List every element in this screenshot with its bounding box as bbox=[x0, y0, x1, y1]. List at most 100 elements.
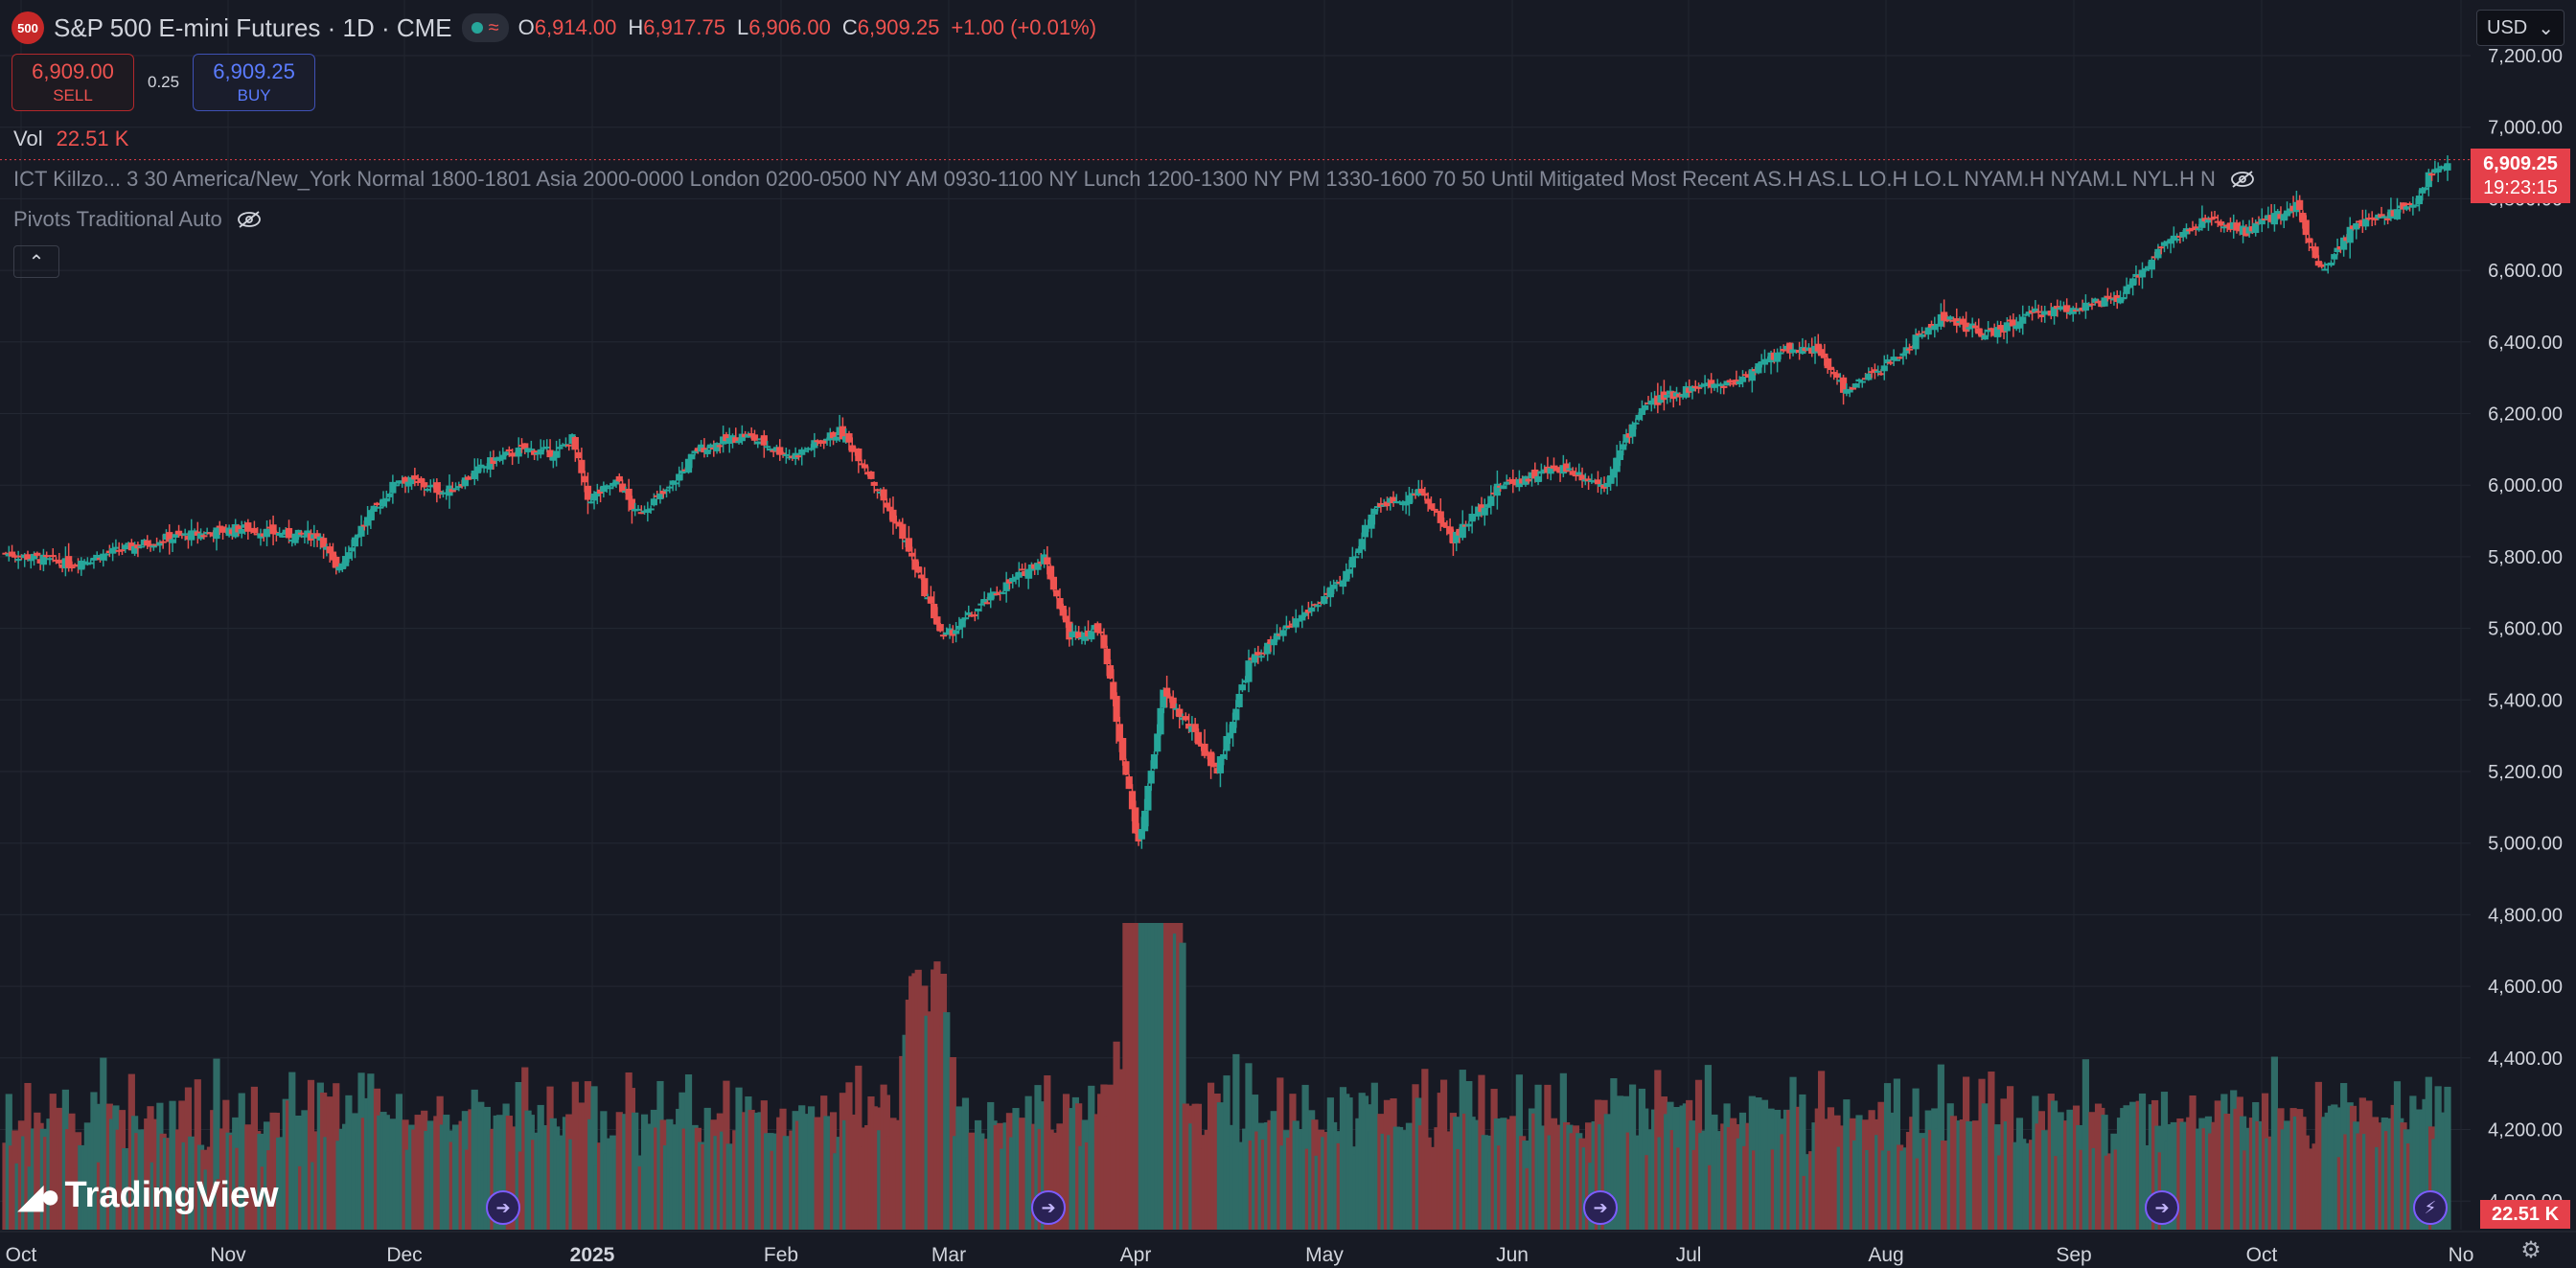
time-tick-label: May bbox=[1305, 1244, 1344, 1266]
candle-body bbox=[1417, 488, 1426, 494]
candle-body bbox=[348, 547, 356, 552]
symbol-title[interactable]: S&P 500 E-mini Futures · 1D · CME bbox=[54, 12, 452, 42]
candle-body bbox=[2170, 235, 2177, 240]
candle-body bbox=[820, 440, 828, 444]
candle-body bbox=[870, 481, 878, 486]
candle-body bbox=[1446, 526, 1454, 535]
candle-body bbox=[1620, 444, 1627, 450]
candle-body bbox=[980, 599, 988, 604]
time-tick-label: 2025 bbox=[570, 1244, 615, 1266]
candle-body bbox=[8, 551, 16, 557]
candle-body bbox=[515, 448, 522, 457]
candle-body bbox=[156, 542, 164, 546]
gear-icon[interactable]: ⚙ bbox=[2520, 1237, 2542, 1263]
candle-body bbox=[713, 443, 721, 451]
candle-body bbox=[103, 553, 110, 556]
candle-body bbox=[2015, 321, 2024, 329]
dividend-event-icon[interactable]: ➔ bbox=[2145, 1190, 2179, 1225]
candle-body bbox=[1160, 689, 1167, 708]
candle-body bbox=[2057, 307, 2064, 311]
candle-body bbox=[1638, 407, 1646, 415]
candle-body bbox=[1119, 738, 1127, 761]
pivots-indicator[interactable]: Pivots Traditional Auto bbox=[13, 207, 263, 232]
candle-body bbox=[477, 464, 485, 467]
candle-body bbox=[2022, 313, 2030, 316]
candle-body bbox=[1053, 589, 1061, 597]
buy-button[interactable]: 6,909.25 BUY bbox=[193, 54, 316, 111]
candle-body bbox=[1453, 531, 1460, 543]
candle-body bbox=[2032, 308, 2039, 312]
candle-body bbox=[615, 475, 623, 482]
candle-body bbox=[1251, 654, 1259, 663]
hidden-eye-icon[interactable] bbox=[236, 210, 263, 229]
candle-body bbox=[2444, 163, 2451, 171]
close-label: C bbox=[841, 15, 858, 39]
time-tick-label: Jun bbox=[1496, 1244, 1529, 1266]
chevron-down-icon: ⌄ bbox=[2538, 17, 2554, 39]
candle-body bbox=[1264, 642, 1272, 655]
candle-body bbox=[754, 441, 762, 445]
currency-select[interactable]: USD ⌄ bbox=[2476, 10, 2564, 46]
candle-body bbox=[811, 440, 818, 449]
candle-body bbox=[993, 593, 1000, 596]
candle-body bbox=[543, 446, 551, 449]
candle-body bbox=[1321, 596, 1328, 605]
candle-body bbox=[587, 501, 595, 504]
dividend-event-icon[interactable]: ➔ bbox=[1031, 1190, 1066, 1225]
candle-body bbox=[1232, 708, 1240, 721]
dividend-event-icon[interactable]: ➔ bbox=[486, 1190, 520, 1225]
candle-body bbox=[625, 488, 632, 500]
time-axis: Oct Nov Dec 2025 Feb Mar Apr May Jun Jul Aug Sep Oct… bbox=[6, 1244, 2474, 1266]
candle-body bbox=[377, 506, 384, 509]
candle-body bbox=[1223, 736, 1230, 751]
candle-body bbox=[402, 476, 409, 484]
candle-body bbox=[2148, 259, 2155, 270]
ict-killzones-indicator[interactable]: ICT Killzo... 3 30 America/New_York Norm… bbox=[13, 167, 2256, 192]
collapse-indicators-button[interactable]: ⌃ bbox=[13, 245, 59, 278]
candle-body bbox=[971, 614, 978, 617]
candle-body bbox=[1169, 697, 1177, 709]
candle-body bbox=[738, 433, 746, 442]
candle-body bbox=[2334, 247, 2341, 253]
candle-body bbox=[1484, 504, 1492, 508]
candle-body bbox=[987, 592, 995, 601]
dividend-event-icon[interactable]: ➔ bbox=[1583, 1190, 1618, 1225]
candle-body bbox=[1503, 481, 1510, 485]
volume-bar bbox=[684, 1073, 693, 1230]
hidden-eye-icon[interactable] bbox=[2229, 170, 2256, 189]
candle-body bbox=[455, 486, 463, 489]
high-value: 6,917.75 bbox=[643, 15, 725, 39]
candle-body bbox=[1088, 631, 1095, 640]
candle-body bbox=[499, 454, 507, 460]
candle-body bbox=[1339, 580, 1347, 588]
candle-body bbox=[883, 502, 890, 508]
candle-body bbox=[1694, 386, 1703, 389]
volume-indicator[interactable]: Vol 22.51 K bbox=[13, 127, 128, 151]
candle-body bbox=[1106, 665, 1115, 679]
market-status-pill[interactable]: ≈ bbox=[461, 13, 509, 42]
candle-body bbox=[1437, 511, 1444, 523]
candle-body bbox=[801, 450, 809, 452]
candle-body bbox=[473, 466, 482, 473]
candle-body bbox=[2167, 239, 2174, 244]
candle-body bbox=[1301, 611, 1309, 616]
candle-body bbox=[1664, 395, 1671, 398]
candle-body bbox=[1062, 615, 1070, 623]
candle-body bbox=[676, 473, 683, 481]
candle-body bbox=[1370, 508, 1378, 515]
candle-body bbox=[2037, 314, 2046, 317]
candle-body bbox=[2157, 246, 2165, 249]
candle-body bbox=[978, 603, 985, 606]
candle-body bbox=[1887, 361, 1895, 364]
sell-button[interactable]: 6,909.00 SELL bbox=[12, 54, 134, 111]
candle-body bbox=[2220, 226, 2228, 229]
candle-body bbox=[2192, 226, 2199, 230]
tradingview-logo[interactable]: ◢● TradingView bbox=[17, 1175, 279, 1216]
candle-body bbox=[1097, 631, 1105, 634]
candle-body bbox=[2258, 219, 2266, 225]
lightning-event-icon[interactable]: ⚡ bbox=[2413, 1190, 2448, 1225]
candle-body bbox=[1594, 479, 1602, 485]
candle-body bbox=[326, 546, 334, 554]
candle-body bbox=[144, 540, 151, 546]
